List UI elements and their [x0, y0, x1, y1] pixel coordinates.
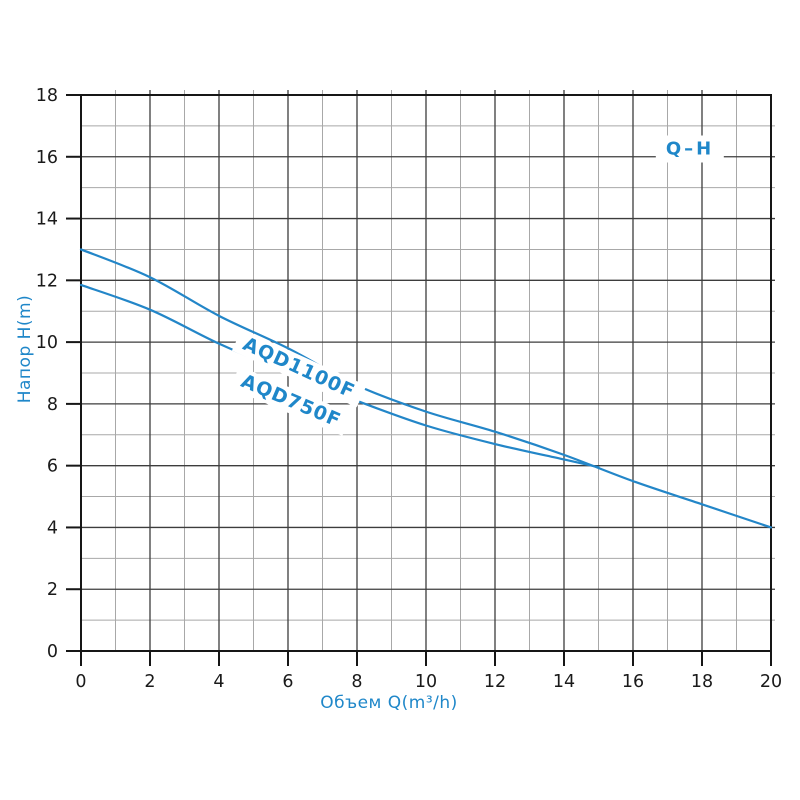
y-tick-label: 2: [47, 580, 58, 600]
y-tick-label: 6: [47, 457, 58, 477]
x-tick-label: 12: [484, 672, 506, 692]
x-tick-label: 8: [351, 672, 362, 692]
x-tick-label: 10: [415, 672, 437, 692]
x-tick-labels: 0 2 4 6 8 10 12 14 16 18 20: [75, 672, 782, 692]
y-tick-label: 14: [36, 210, 58, 230]
y-tick-label: 10: [36, 333, 58, 353]
grid-minor: [81, 90, 775, 651]
y-tick-label: 0: [47, 642, 58, 662]
y-tick-label: 4: [47, 518, 58, 538]
chart-title: Q–H: [655, 135, 725, 163]
x-axis-title: Объем Q(m³/h): [320, 693, 458, 713]
y-tick-label: 12: [36, 271, 58, 291]
x-tick-label: 16: [622, 672, 644, 692]
x-tick-label: 14: [553, 672, 575, 692]
axis-ticks: [66, 94, 772, 666]
y-tick-label: 16: [36, 148, 58, 168]
y-axis-title: Напор H(m): [15, 294, 35, 404]
x-tick-label: 6: [282, 672, 293, 692]
x-tick-label: 4: [213, 672, 224, 692]
x-tick-label: 20: [760, 672, 782, 692]
curve-aqd1100f: [79, 248, 773, 529]
y-tick-label: 8: [47, 395, 58, 415]
x-tick-label: 18: [691, 672, 713, 692]
x-tick-label: 2: [144, 672, 155, 692]
plot-border: [80, 94, 772, 652]
y-tick-labels: 0 2 4 6 8 10 12 14 16 18: [36, 86, 58, 662]
y-tick-label: 18: [36, 86, 58, 106]
grid-major: [81, 90, 775, 651]
x-tick-label: 0: [75, 672, 86, 692]
